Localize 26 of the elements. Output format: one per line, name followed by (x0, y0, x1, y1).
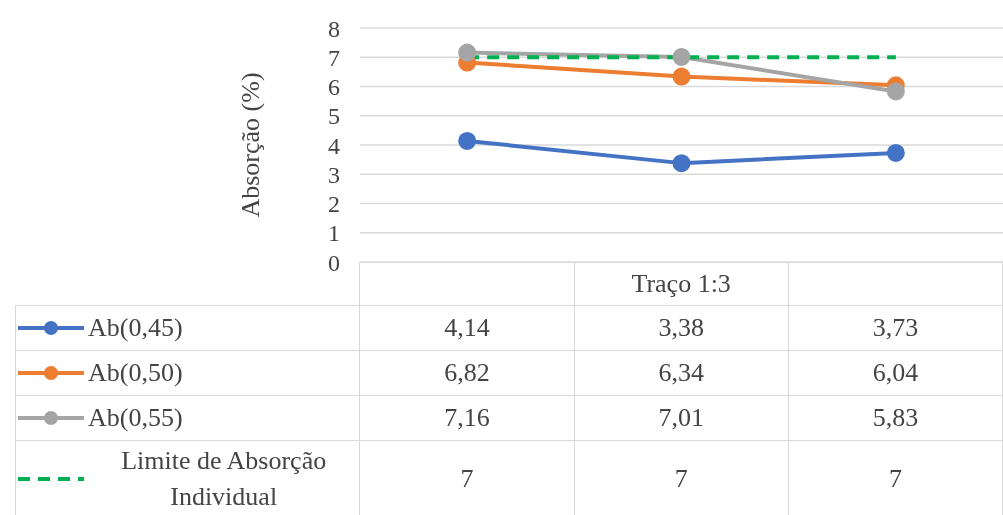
data-label: 7 (788, 440, 1003, 515)
y-tick-label: 4 (328, 132, 340, 159)
data-label: 6,04 (788, 350, 1003, 396)
data-label: 3,38 (574, 305, 789, 351)
x-tick-label: Traço 1:3 (574, 262, 789, 306)
data-label: 4,14 (359, 305, 575, 351)
y-tick-label: 6 (328, 74, 340, 101)
data-label: 3,73 (788, 305, 1003, 351)
y-tick-label: 3 (328, 161, 340, 188)
data-label: 6,34 (574, 350, 789, 396)
y-axis-title: Absorção (%) (236, 72, 266, 218)
y-tick-label: 0 (328, 249, 340, 276)
y-tick-label: 7 (328, 44, 340, 71)
data-label: 5,83 (788, 395, 1003, 441)
legend-label: Ab(0,55) (88, 402, 183, 434)
data-label: 6,82 (359, 350, 575, 396)
data-label: 7,16 (359, 395, 575, 441)
legend-label: Ab(0,50) (88, 357, 183, 389)
y-tick-label: 8 (328, 15, 340, 42)
data-label: 7 (574, 440, 789, 515)
data-label: 7,01 (574, 395, 789, 441)
y-tick-label: 5 (328, 103, 340, 130)
legend-label: Ab(0,45) (88, 312, 183, 344)
y-tick-label: 2 (328, 191, 340, 218)
legend-label: Limite de Absorção Individual (120, 444, 328, 513)
y-tick-label: 1 (328, 220, 340, 247)
